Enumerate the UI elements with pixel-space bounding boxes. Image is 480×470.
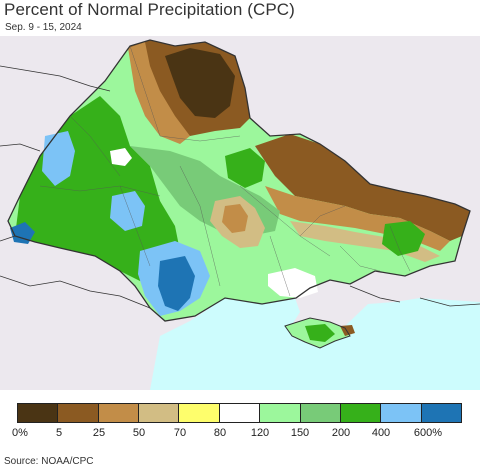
legend-label-2: 25 xyxy=(92,427,106,439)
extreme-wet-spot-west xyxy=(10,222,35,244)
crimea-border xyxy=(284,317,351,349)
legend-label-8: 200 xyxy=(331,427,351,439)
legend-swatch-9 xyxy=(381,404,422,422)
legend-swatch-4 xyxy=(179,404,220,422)
extreme-wet-spot-south xyxy=(158,256,195,311)
wet-spot-center xyxy=(225,148,265,188)
dry-region-east xyxy=(255,134,470,241)
oblast-borders xyxy=(39,45,411,297)
legend-swatch-7 xyxy=(300,404,341,422)
very-dry-core-north xyxy=(165,48,235,118)
legend-label-1: 5 xyxy=(55,427,63,439)
legend-swatch-5 xyxy=(219,404,261,422)
very-wet-spot-1 xyxy=(42,131,75,186)
near-normal-spot-1 xyxy=(110,148,132,166)
legend-label-3: 50 xyxy=(132,427,146,439)
legend-label-4: 70 xyxy=(173,427,187,439)
dry-edge-north xyxy=(128,42,190,144)
precipitation-map xyxy=(0,36,480,390)
legend-label-6: 120 xyxy=(250,427,270,439)
legend-label-7: 150 xyxy=(290,427,310,439)
very-wet-spot-2 xyxy=(110,191,145,231)
crimea-wet-spot xyxy=(305,324,335,342)
legend-swatch-3 xyxy=(139,404,180,422)
legend-label-10: 600% xyxy=(413,427,443,439)
legend-label-5: 80 xyxy=(213,427,227,439)
legend-swatch-10 xyxy=(421,404,461,422)
legend-swatch-0 xyxy=(18,404,59,422)
legend-swatch-8 xyxy=(340,404,382,422)
date-range: Sep. 9 - 15, 2024 xyxy=(5,22,82,33)
legend-label-9: 400 xyxy=(371,427,391,439)
legend-swatch-1 xyxy=(58,404,99,422)
legend-color-bar xyxy=(17,403,462,423)
legend-swatch-6 xyxy=(260,404,301,422)
wet-spot-east xyxy=(382,221,425,256)
neighbor-borders xyxy=(0,65,480,309)
country-border xyxy=(7,39,471,322)
dry-core-center xyxy=(222,204,248,233)
legend-label-0: 0% xyxy=(12,427,28,439)
source-credit: Source: NOAA/CPC xyxy=(4,456,94,467)
map-title: Percent of Normal Precipitation (CPC) xyxy=(4,0,295,19)
legend-swatch-2 xyxy=(98,404,140,422)
legend-labels: 0% 5 25 50 70 80 120 150 200 400 600% xyxy=(0,427,480,441)
